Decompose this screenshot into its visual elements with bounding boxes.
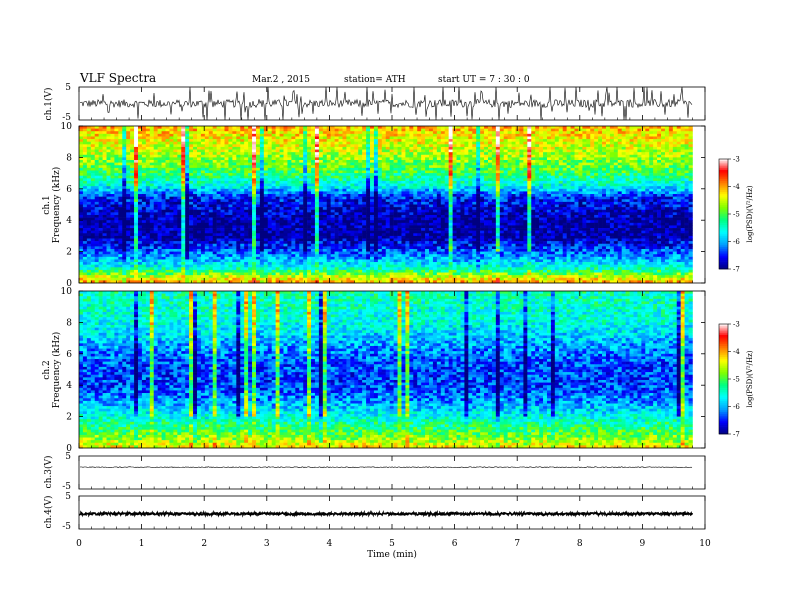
ch1-ytick-top: 5 — [65, 83, 71, 93]
time-tick-label: 9 — [640, 539, 646, 549]
ch1-waveform-panel: 5 -5 ch.1(V) — [43, 83, 706, 123]
spec2-colorbar-tick: -6 — [733, 403, 740, 411]
time-tick-label: 7 — [514, 539, 520, 549]
spec1-colorbar-tick: -5 — [733, 211, 740, 219]
station-label: station= ATH — [344, 75, 406, 85]
spec1-ytick: 6 — [66, 185, 72, 195]
ch1-spectrogram-panel: 0 2 4 6 8 10 ch.1 Frequency (kHz) -3 -4 -5 -6 -7 l… — [42, 122, 754, 289]
spec1-colorbar-tick: -3 — [733, 156, 740, 164]
spec2-ytick: 2 — [66, 413, 72, 423]
time-tick-label: 1 — [139, 539, 145, 549]
spec2-colorbar-tick: -7 — [733, 431, 740, 439]
spec1-ytick: 2 — [66, 248, 72, 258]
ch3-ytick-bottom: -5 — [62, 482, 71, 492]
ch3-ytick-top: 5 — [65, 452, 71, 462]
ch1-spectrogram-ylabel-frequency: Frequency (kHz) — [51, 167, 62, 244]
time-tick-label: 8 — [577, 539, 583, 549]
spec2-colorbar-tick: -5 — [733, 376, 740, 384]
time-tick-label: 10 — [699, 539, 711, 549]
spec2-colorbar-tick: -3 — [733, 321, 740, 329]
spec2-ytick: 10 — [61, 287, 73, 297]
spec1-ytick: 0 — [66, 279, 72, 289]
spec1-ytick: 4 — [66, 216, 72, 226]
ch1-waveform-trace — [79, 86, 693, 121]
ch4-waveform-trace — [79, 509, 693, 518]
ch2-spectrogram-ylabel-channel: ch.2 — [42, 360, 52, 379]
ch3-waveform-ylabel: ch.3(V) — [43, 456, 54, 489]
ch2-colorbar: -3 -4 -5 -6 -7 log(PSD)(V²/Hz) — [718, 321, 754, 439]
ch2-spectrogram-ylabel-frequency: Frequency (kHz) — [51, 332, 62, 409]
spec2-colorbar-label: log(PSD)(V²/Hz) — [746, 350, 754, 407]
ch3-waveform-trace — [79, 466, 693, 469]
time-tick-label: 4 — [327, 539, 333, 549]
figure-title: VLF Spectra — [79, 71, 156, 85]
ch2-spectrogram-panel: 0 2 4 6 8 10 ch.2 Frequency (kHz) -3 -4 -5 -6 -7 l… — [42, 287, 754, 454]
spec2-ytick: 0 — [66, 444, 72, 454]
ch1-ytick-bottom: -5 — [62, 113, 71, 123]
time-tick-label: 6 — [452, 539, 458, 549]
ch1-colorbar: -3 -4 -5 -6 -7 log(PSD)(V²/Hz) — [718, 156, 754, 274]
time-tick-label: 5 — [389, 539, 395, 549]
time-tick-label: 0 — [76, 539, 82, 549]
ch4-ytick-bottom: -5 — [62, 522, 71, 532]
ch4-waveform-ylabel: ch.4(V) — [43, 496, 54, 529]
spec1-ytick: 8 — [66, 153, 72, 163]
spec2-ytick: 4 — [66, 381, 72, 391]
time-axis-ticks: 0 1 2 3 4 5 6 7 8 9 10 — [76, 87, 711, 549]
spec1-colorbar-tick: -7 — [733, 266, 740, 274]
spec1-ytick: 10 — [61, 122, 73, 132]
time-tick-label: 3 — [264, 539, 270, 549]
ch1-waveform-ylabel: ch.1(V) — [43, 88, 54, 121]
date-label: Mar.2 , 2015 — [252, 75, 310, 85]
spec2-colorbar-tick: -4 — [733, 348, 740, 356]
ch1-spectrogram-ylabel-channel: ch.1 — [42, 195, 52, 214]
spec1-colorbar-label: log(PSD)(V²/Hz) — [746, 185, 754, 242]
time-axis-label: Time (min) — [367, 549, 417, 560]
spec2-ytick: 6 — [66, 350, 72, 360]
ch4-waveform-panel: 5 -5 ch.4(V) — [43, 492, 706, 532]
time-tick-label: 2 — [201, 539, 207, 549]
ch2-spectrogram-image — [79, 291, 693, 449]
ch3-waveform-panel: 5 -5 ch.3(V) — [43, 452, 706, 492]
start-time-label: start UT = 7 : 30 : 0 — [438, 75, 530, 85]
ch1-spectrogram-image — [79, 126, 693, 284]
spec1-colorbar-tick: -6 — [733, 238, 740, 246]
ch4-ytick-top: 5 — [65, 492, 71, 502]
spec1-colorbar-tick: -4 — [733, 183, 740, 191]
spec2-ytick: 8 — [66, 318, 72, 328]
